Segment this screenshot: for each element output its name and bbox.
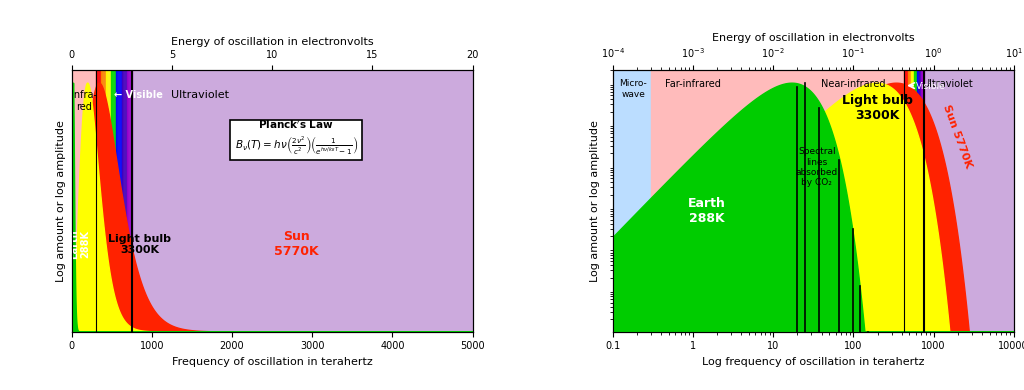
X-axis label: Energy of oscillation in electronvolts: Energy of oscillation in electronvolts	[171, 37, 374, 47]
Bar	[907, 70, 911, 331]
Y-axis label: Log amount or log amplitude: Log amount or log amplitude	[56, 120, 67, 282]
Text: ← Visible: ← Visible	[114, 90, 163, 100]
Text: Near-infrared: Near-infrared	[821, 80, 886, 89]
Bar	[117, 70, 122, 331]
Text: Ultraviolet: Ultraviolet	[171, 90, 229, 100]
Bar	[72, 70, 95, 331]
Text: Earth
288K: Earth 288K	[69, 230, 90, 259]
Bar	[911, 70, 913, 331]
Text: Sun
5770K: Sun 5770K	[273, 230, 318, 259]
Bar	[95, 70, 101, 331]
Text: Spectral
lines
absorbed
by CO₂: Spectral lines absorbed by CO₂	[796, 147, 838, 187]
Bar	[112, 70, 117, 331]
Bar	[922, 70, 924, 331]
Text: Ultraviolet: Ultraviolet	[923, 80, 973, 89]
Text: Far-infrared: Far-infrared	[666, 80, 721, 89]
Y-axis label: Log amount or log amplitude: Log amount or log amplitude	[590, 120, 600, 282]
Text: Light bulb
3300K: Light bulb 3300K	[109, 234, 171, 255]
Bar	[101, 70, 106, 331]
Bar	[122, 70, 127, 331]
Bar	[919, 70, 922, 331]
Text: Micro-
wave: Micro- wave	[620, 80, 647, 99]
Text: Sun 5770K: Sun 5770K	[942, 103, 974, 170]
Bar	[913, 70, 916, 331]
Bar	[904, 70, 924, 331]
Bar	[613, 70, 651, 331]
Text: Light bulb
3300K: Light bulb 3300K	[842, 94, 913, 122]
Text: Earth
288K: Earth 288K	[688, 197, 726, 225]
Bar	[916, 70, 919, 331]
Bar	[904, 70, 907, 331]
Text: $\bf{Planck's\ Law}$
$B_\nu(T) = h\nu\left(\frac{2\nu^2}{c^2}\right)\left(\frac{: $\bf{Planck's\ Law}$ $B_\nu(T) = h\nu\le…	[234, 119, 357, 156]
X-axis label: Frequency of oscillation in terahertz: Frequency of oscillation in terahertz	[172, 357, 373, 367]
Text: Visible: Visible	[915, 82, 945, 91]
Bar	[106, 70, 112, 331]
Bar	[924, 70, 1014, 331]
X-axis label: Energy of oscillation in electronvolts: Energy of oscillation in electronvolts	[712, 33, 914, 43]
Bar	[651, 70, 904, 331]
X-axis label: Log frequency of oscillation in terahertz: Log frequency of oscillation in terahert…	[702, 357, 925, 367]
Text: Infra-
red: Infra- red	[71, 90, 96, 112]
Bar	[127, 70, 132, 331]
